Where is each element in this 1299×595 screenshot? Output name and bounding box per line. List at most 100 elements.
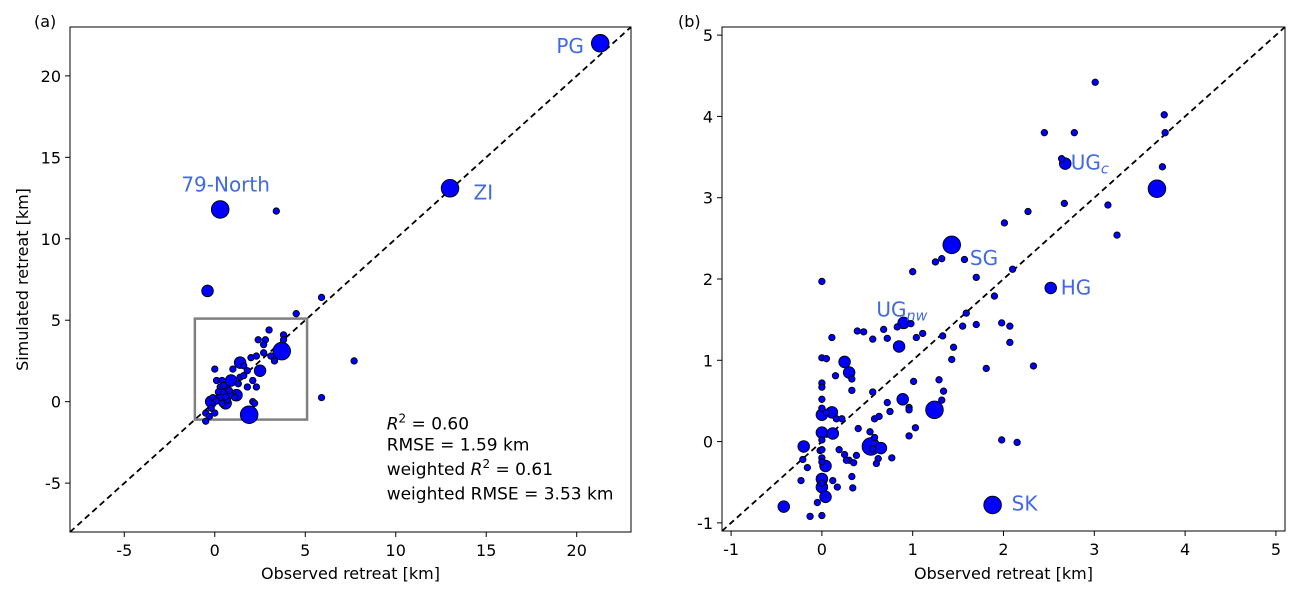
data-point (818, 479, 826, 487)
identity-line (69, 26, 632, 533)
data-point (279, 336, 288, 344)
data-point (259, 341, 268, 349)
data-point (938, 255, 946, 263)
data-point (211, 409, 219, 417)
glacier-label: HG (1061, 275, 1092, 299)
data-point (911, 424, 920, 432)
data-point (912, 333, 920, 342)
data-point (822, 408, 831, 416)
data-point (201, 284, 214, 298)
data-point (939, 387, 948, 395)
data-point (854, 424, 862, 433)
data-point (983, 495, 1002, 515)
panel-label: (a) (34, 12, 56, 31)
data-point (799, 455, 807, 464)
x-tick-label: 10 (386, 541, 406, 560)
data-point (220, 381, 228, 390)
data-point (886, 407, 894, 416)
data-point (826, 427, 840, 440)
data-point (828, 333, 836, 342)
data-point (853, 327, 861, 335)
stats-variable: R (471, 460, 483, 480)
data-point (818, 436, 826, 444)
data-point (317, 393, 326, 402)
data-point (797, 476, 805, 485)
glacier-label: UGc (1071, 150, 1109, 177)
data-point (1113, 231, 1121, 239)
data-point (272, 207, 280, 215)
data-point (875, 412, 883, 421)
data-point (883, 334, 891, 342)
glacier-name: SK (1012, 492, 1039, 516)
data-point (813, 498, 821, 507)
data-point (1000, 219, 1009, 227)
y-tick-label: 15 (41, 148, 61, 167)
data-point (1013, 438, 1021, 447)
stats-variable: R (387, 414, 399, 434)
data-point (240, 371, 248, 380)
data-point (243, 383, 251, 391)
panel-a-scatter: -5 0 5 10 15 20 -5 0 5 10 15 20 Observed retreat [km… (13, 12, 632, 583)
data-point (292, 310, 300, 318)
data-point (931, 258, 940, 266)
data-point (883, 398, 891, 407)
data-point (869, 445, 877, 453)
data-point (259, 349, 268, 357)
plot-frame (69, 26, 632, 533)
data-point (818, 395, 826, 403)
x-tick-label: -5 (116, 541, 132, 560)
data-point (265, 326, 273, 334)
data-point (888, 454, 896, 462)
y-tick-label: 4 (703, 107, 713, 126)
y-tick-label: 1 (703, 351, 713, 370)
data-point (982, 364, 990, 373)
data-point (879, 325, 888, 334)
x-tick-label: 1 (908, 540, 918, 559)
data-point (848, 472, 856, 481)
data-point (1070, 129, 1078, 137)
data-point (948, 355, 956, 364)
data-point (892, 340, 906, 353)
x-axis-label: Observed retreat [km] (914, 564, 1093, 583)
data-point (202, 417, 210, 425)
data-point (998, 319, 1006, 327)
data-point (234, 380, 242, 388)
data-point (818, 404, 826, 412)
data-point (838, 415, 846, 423)
identity-line (721, 26, 1286, 532)
data-point (1161, 129, 1169, 137)
stats-line: weighted RMSE = 3.53 km (387, 484, 614, 504)
data-point (212, 376, 221, 385)
glacier-name: UG (876, 297, 906, 321)
data-point (872, 459, 881, 468)
data-point (218, 399, 226, 407)
stats-line: RMSE = 1.59 km (387, 436, 530, 456)
data-point (938, 396, 946, 404)
data-point (962, 309, 970, 317)
data-point (942, 235, 961, 255)
data-point (249, 376, 257, 385)
glacier-name: PG (556, 34, 584, 58)
data-point (350, 357, 358, 365)
data-point (1160, 111, 1168, 119)
data-point (998, 436, 1006, 444)
data-point (1006, 338, 1014, 347)
data-point (831, 372, 840, 380)
data-point (869, 335, 877, 343)
x-tick-label: 15 (476, 541, 496, 560)
data-point (818, 446, 826, 454)
glacier-name: ZI (474, 181, 494, 205)
y-tick-label: 0 (703, 433, 713, 452)
data-point (1006, 322, 1014, 330)
stats-text: RMSE = 1.59 km (387, 436, 530, 456)
data-point (818, 458, 826, 466)
data-point (440, 179, 460, 198)
glacier-name: HG (1061, 275, 1092, 299)
data-point (907, 320, 915, 328)
data-point (949, 343, 958, 351)
data-point (939, 332, 947, 340)
stats-text: = 0.60 (406, 414, 469, 434)
data-point (833, 483, 841, 491)
glacier-label: ZI (474, 181, 494, 205)
y-tick-label: -5 (45, 474, 61, 493)
